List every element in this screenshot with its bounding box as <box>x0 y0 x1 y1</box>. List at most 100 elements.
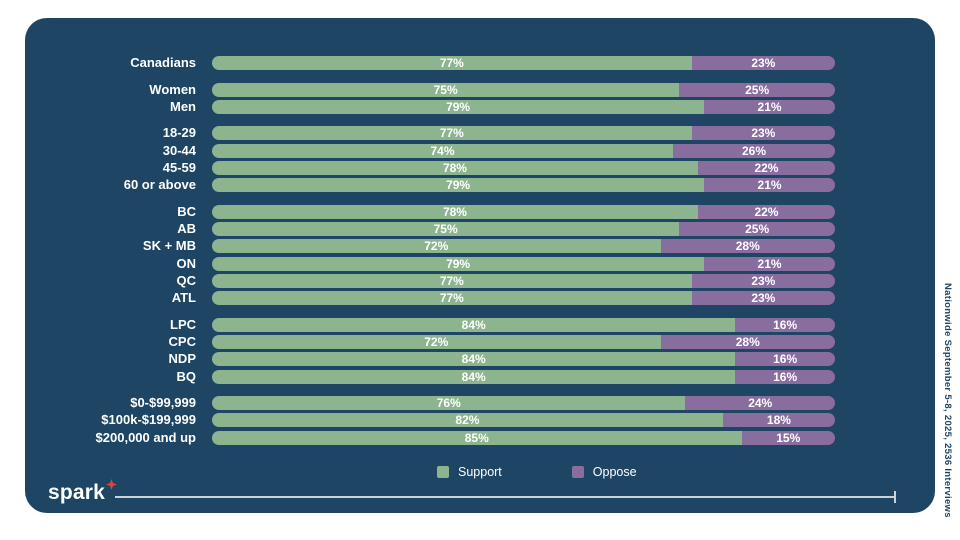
support-segment: 75% <box>212 221 680 236</box>
source-note: Nationwide September 5-8, 2025, 2536 Int… <box>942 283 953 518</box>
chart-row-bc: BC 78% 22% <box>42 203 835 219</box>
chart-row-qc: QC 77% 23% <box>42 273 835 288</box>
chart-row-100k-199-999: $100k-$199,999 82% 18% <box>42 412 835 428</box>
oppose-segment: 23% <box>691 291 835 306</box>
support-swatch-icon <box>437 466 449 478</box>
chart-row-60-or-above: 60 or above 79% 21% <box>42 177 835 193</box>
oppose-segment: 26% <box>673 143 835 158</box>
stacked-bar: 85% 15% <box>212 430 835 445</box>
oppose-segment: 22% <box>697 204 835 219</box>
stacked-bar: 72% 28% <box>212 239 835 254</box>
footer-rule <box>115 491 896 503</box>
stacked-bar: 74% 26% <box>212 143 835 158</box>
chart-rows: Canadians 77% 23% Women 75% 25% Men 79% 21% 18-29… <box>42 56 835 457</box>
oppose-segment: 24% <box>685 396 835 411</box>
row-label: 45-59 <box>162 159 196 175</box>
row-label: NDP <box>168 351 196 367</box>
row-label: SK + MB <box>142 238 196 254</box>
row-label: BQ <box>176 368 197 384</box>
chart-card: Canadians 77% 23% Women 75% 25% Men 79% 21% 18-29… <box>25 18 935 513</box>
row-label: $200,000 and up <box>95 429 196 445</box>
stacked-bar: 77% 23% <box>212 56 835 70</box>
support-segment: 79% <box>212 99 705 114</box>
bar-group: Canadians 77% 23% <box>42 56 835 70</box>
stacked-bar: 78% 22% <box>212 204 835 219</box>
chart-row-lpc: LPC 84% 16% <box>42 316 835 332</box>
stacked-bar: 76% 24% <box>212 396 835 411</box>
oppose-segment: 18% <box>722 413 835 428</box>
oppose-segment: 25% <box>679 82 835 97</box>
stacked-bar: 77% 23% <box>212 126 835 141</box>
bar-group: LPC 84% 16% CPC 72% 28% NDP 84% 16% BQ 84% 16% <box>42 316 835 384</box>
row-label: 30-44 <box>162 142 196 158</box>
support-segment: 79% <box>212 178 705 193</box>
spark-logo: spark <box>48 479 118 505</box>
oppose-segment: 23% <box>691 126 835 141</box>
support-segment: 77% <box>212 273 692 288</box>
oppose-segment: 28% <box>660 334 835 349</box>
chart-row-bq: BQ 84% 16% <box>42 368 835 384</box>
chart-row-atl: ATL 77% 23% <box>42 290 835 306</box>
chart-row-canadians: Canadians 77% 23% <box>42 56 835 70</box>
row-label: BC <box>177 203 196 219</box>
stacked-bar: 75% 25% <box>212 221 835 236</box>
legend-item-support: Support <box>437 465 502 479</box>
chart-row-sk-mb: SK + MB 72% 28% <box>42 238 835 254</box>
row-label: CPC <box>168 333 196 349</box>
legend-label-oppose: Oppose <box>592 465 637 479</box>
oppose-segment: 21% <box>704 178 835 193</box>
row-label: ON <box>176 255 197 271</box>
row-label: $100k-$199,999 <box>101 412 196 428</box>
chart-row-women: Women 75% 25% <box>42 81 835 97</box>
oppose-segment: 21% <box>704 256 835 271</box>
legend-item-oppose: Oppose <box>571 465 637 479</box>
support-segment: 84% <box>212 317 736 332</box>
oppose-segment: 16% <box>735 317 835 332</box>
stacked-bar: 79% 21% <box>212 178 835 193</box>
row-label: Men <box>170 98 196 114</box>
stacked-bar: 75% 25% <box>212 82 835 97</box>
oppose-segment: 16% <box>735 369 835 384</box>
support-segment: 84% <box>212 352 736 367</box>
row-label: ATL <box>171 290 196 306</box>
chart-row-on: ON 79% 21% <box>42 255 835 271</box>
row-label: Women <box>149 81 196 97</box>
row-label: 60 or above <box>123 177 196 193</box>
oppose-segment: 15% <box>741 430 835 445</box>
row-label: $0-$99,999 <box>130 395 196 411</box>
stacked-bar: 79% 21% <box>212 99 835 114</box>
oppose-segment: 21% <box>704 99 835 114</box>
stacked-bar: 84% 16% <box>212 317 835 332</box>
stacked-bar: 82% 18% <box>212 413 835 428</box>
support-segment: 78% <box>212 160 698 175</box>
support-segment: 72% <box>212 334 661 349</box>
support-segment: 77% <box>212 56 692 70</box>
stacked-bar: 72% 28% <box>212 334 835 349</box>
support-segment: 77% <box>212 291 692 306</box>
bar-group: 18-29 77% 23% 30-44 74% 26% 45-59 78% 22% 60 or a… <box>42 126 835 193</box>
chart-row-ndp: NDP 84% 16% <box>42 351 835 367</box>
star-icon <box>106 479 118 490</box>
oppose-swatch-icon <box>571 466 584 478</box>
oppose-segment: 25% <box>679 221 835 236</box>
chart-row-cpc: CPC 72% 28% <box>42 333 835 349</box>
oppose-segment: 23% <box>691 56 835 70</box>
stacked-bar: 77% 23% <box>212 273 835 288</box>
oppose-segment: 23% <box>691 273 835 288</box>
legend-label-support: Support <box>458 465 502 479</box>
support-segment: 74% <box>212 143 674 158</box>
oppose-segment: 22% <box>697 160 835 175</box>
row-label: LPC <box>170 316 196 332</box>
support-segment: 76% <box>212 396 686 411</box>
support-segment: 84% <box>212 369 736 384</box>
bar-group: Women 75% 25% Men 79% 21% <box>42 81 835 114</box>
stacked-bar: 78% 22% <box>212 160 835 175</box>
stacked-bar: 79% 21% <box>212 256 835 271</box>
chart-row-ab: AB 75% 25% <box>42 221 835 236</box>
chart-row-200-000-and-up: $200,000 and up 85% 15% <box>42 429 835 445</box>
support-segment: 75% <box>212 82 680 97</box>
chart-row-45-59: 45-59 78% 22% <box>42 159 835 175</box>
chart-row-30-44: 30-44 74% 26% <box>42 142 835 158</box>
oppose-segment: 16% <box>735 352 835 367</box>
chart-row-18-29: 18-29 77% 23% <box>42 126 835 141</box>
